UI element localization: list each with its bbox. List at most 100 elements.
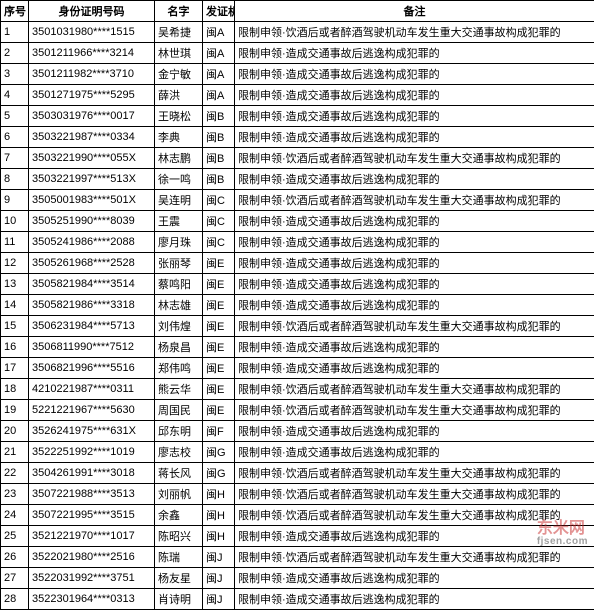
cell: 杨友星 <box>155 568 203 589</box>
cell: 闽F <box>203 421 235 442</box>
cell: 闽C <box>203 211 235 232</box>
cell: 闽J <box>203 589 235 610</box>
cell: 闽H <box>203 526 235 547</box>
table-body: 13501031980****1515吴希捷闽A限制申领·饮酒后或者醉酒驾驶机动… <box>1 22 594 610</box>
cell: 蒋长风 <box>155 463 203 484</box>
cell: 闽C <box>203 190 235 211</box>
cell: 4 <box>1 85 29 106</box>
cell: 1 <box>1 22 29 43</box>
cell: 3521221970****1017 <box>29 526 155 547</box>
cell: 陈昭兴 <box>155 526 203 547</box>
cell: 限制申领·造成交通事故后逃逸构成犯罪的 <box>235 43 594 64</box>
cell: 3501211982****3710 <box>29 64 155 85</box>
cell: 26 <box>1 547 29 568</box>
cell: 13 <box>1 274 29 295</box>
table-row: 173506821996****5516郑伟鸣闽E限制申领·造成交通事故后逃逸构… <box>1 358 594 379</box>
cell: 金宁敏 <box>155 64 203 85</box>
table-row: 43501271975****5295薛洪闽A限制申领·造成交通事故后逃逸构成犯… <box>1 85 594 106</box>
cell: 3505821984****3514 <box>29 274 155 295</box>
cell: 闽E <box>203 358 235 379</box>
cell: 3505261968****2528 <box>29 253 155 274</box>
cell: 限制申领·造成交通事故后逃逸构成犯罪的 <box>235 589 594 610</box>
cell: 限制申领·造成交通事故后逃逸构成犯罪的 <box>235 274 594 295</box>
cell: 3 <box>1 64 29 85</box>
cell: 25 <box>1 526 29 547</box>
cell: 限制申领·造成交通事故后逃逸构成犯罪的 <box>235 442 594 463</box>
cell: 限制申领·饮酒后或者醉酒驾驶机动车发生重大交通事故构成犯罪的 <box>235 316 594 337</box>
cell: 3501031980****1515 <box>29 22 155 43</box>
id-table: 序号 身份证明号码 名字 发证机关 备注 13501031980****1515… <box>0 0 594 610</box>
cell: 邱东明 <box>155 421 203 442</box>
cell: 3507221988****3513 <box>29 484 155 505</box>
cell: 闽B <box>203 106 235 127</box>
cell: 14 <box>1 295 29 316</box>
cell: 11 <box>1 232 29 253</box>
cell: 24 <box>1 505 29 526</box>
cell: 闽E <box>203 295 235 316</box>
cell: 限制申领·造成交通事故后逃逸构成犯罪的 <box>235 295 594 316</box>
cell: 杨泉昌 <box>155 337 203 358</box>
cell: 3505001983****501X <box>29 190 155 211</box>
table-row: 203526241975****631X邱东明闽F限制申领·造成交通事故后逃逸构… <box>1 421 594 442</box>
cell: 3503221997****513X <box>29 169 155 190</box>
table-row: 33501211982****3710金宁敏闽A限制申领·造成交通事故后逃逸构成… <box>1 64 594 85</box>
cell: 10 <box>1 211 29 232</box>
cell: 蔡鸣阳 <box>155 274 203 295</box>
table-row: 184210221987****0311熊云华闽E限制申领·饮酒后或者醉酒驾驶机… <box>1 379 594 400</box>
table-row: 273522031992****3751杨友星闽J限制申领·造成交通事故后逃逸构… <box>1 568 594 589</box>
cell: 21 <box>1 442 29 463</box>
cell: 薛洪 <box>155 85 203 106</box>
cell: 闽E <box>203 253 235 274</box>
cell: 闽H <box>203 484 235 505</box>
cell: 20 <box>1 421 29 442</box>
table-row: 153506231984****5713刘伟煌闽E限制申领·饮酒后或者醉酒驾驶机… <box>1 316 594 337</box>
table-row: 13501031980****1515吴希捷闽A限制申领·饮酒后或者醉酒驾驶机动… <box>1 22 594 43</box>
col-name: 名字 <box>155 1 203 22</box>
cell: 22 <box>1 463 29 484</box>
cell: 熊云华 <box>155 379 203 400</box>
cell: 闽G <box>203 442 235 463</box>
cell: 限制申领·造成交通事故后逃逸构成犯罪的 <box>235 526 594 547</box>
table-row: 103505251990****8039王震闽C限制申领·造成交通事故后逃逸构成… <box>1 211 594 232</box>
cell: 3503221987****0334 <box>29 127 155 148</box>
cell: 23 <box>1 484 29 505</box>
cell: 闽B <box>203 127 235 148</box>
cell: 2 <box>1 43 29 64</box>
cell: 周国民 <box>155 400 203 421</box>
cell: 限制申领·造成交通事故后逃逸构成犯罪的 <box>235 169 594 190</box>
table-header: 序号 身份证明号码 名字 发证机关 备注 <box>1 1 594 22</box>
cell: 陈瑞 <box>155 547 203 568</box>
cell: 3507221995****3515 <box>29 505 155 526</box>
cell: 刘伟煌 <box>155 316 203 337</box>
table-row: 213522251992****1019廖志校闽G限制申领·造成交通事故后逃逸构… <box>1 442 594 463</box>
cell: 9 <box>1 190 29 211</box>
cell: 李典 <box>155 127 203 148</box>
table-row: 133505821984****3514蔡鸣阳闽E限制申领·造成交通事故后逃逸构… <box>1 274 594 295</box>
col-seq: 序号 <box>1 1 29 22</box>
cell: 17 <box>1 358 29 379</box>
cell: 闽E <box>203 379 235 400</box>
cell: 3526241975****631X <box>29 421 155 442</box>
cell: 限制申领·造成交通事故后逃逸构成犯罪的 <box>235 421 594 442</box>
cell: 林志鹏 <box>155 148 203 169</box>
cell: 限制申领·饮酒后或者醉酒驾驶机动车发生重大交通事故构成犯罪的 <box>235 379 594 400</box>
cell: 7 <box>1 148 29 169</box>
cell: 闽E <box>203 316 235 337</box>
cell: 3505821986****3318 <box>29 295 155 316</box>
cell: 限制申领·造成交通事故后逃逸构成犯罪的 <box>235 64 594 85</box>
cell: 闽C <box>203 232 235 253</box>
table-row: 123505261968****2528张丽琴闽E限制申领·造成交通事故后逃逸构… <box>1 253 594 274</box>
cell: 林志雄 <box>155 295 203 316</box>
cell: 徐一鸣 <box>155 169 203 190</box>
cell: 16 <box>1 337 29 358</box>
table-row: 253521221970****1017陈昭兴闽H限制申领·造成交通事故后逃逸构… <box>1 526 594 547</box>
cell: 限制申领·饮酒后或者醉酒驾驶机动车发生重大交通事故构成犯罪的 <box>235 22 594 43</box>
cell: 限制申领·造成交通事故后逃逸构成犯罪的 <box>235 253 594 274</box>
cell: 肖诗明 <box>155 589 203 610</box>
cell: 限制申领·造成交通事故后逃逸构成犯罪的 <box>235 211 594 232</box>
cell: 5221221967****5630 <box>29 400 155 421</box>
cell: 闽E <box>203 274 235 295</box>
cell: 廖志校 <box>155 442 203 463</box>
table-row: 163506811990****7512杨泉昌闽E限制申领·造成交通事故后逃逸构… <box>1 337 594 358</box>
cell: 限制申领·饮酒后或者醉酒驾驶机动车发生重大交通事故构成犯罪的 <box>235 547 594 568</box>
